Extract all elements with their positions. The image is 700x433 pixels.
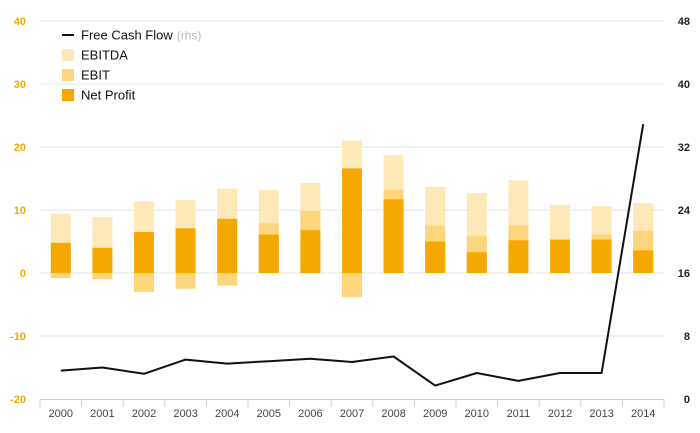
right-tick-label: 0 — [684, 394, 690, 406]
legend-label-net-profit: Net Profit — [81, 88, 136, 103]
right-tick-label: 24 — [678, 205, 691, 217]
left-tick-label: -20 — [10, 394, 26, 406]
legend-label-ebitda: EBITDA — [81, 48, 128, 63]
net-profit-bar — [300, 230, 321, 273]
legend-swatch-ebit — [62, 69, 74, 81]
net-profit-bar — [342, 168, 362, 273]
ebit-bar — [175, 273, 196, 289]
x-tick-label: 2000 — [49, 408, 73, 420]
right-tick-label: 8 — [684, 331, 690, 343]
x-tick-label: 2001 — [90, 408, 114, 420]
right-tick-label: 16 — [678, 268, 690, 280]
right-tick-label: 40 — [678, 79, 690, 91]
x-tick-label: 2014 — [631, 408, 655, 420]
net-profit-bar — [508, 240, 529, 273]
net-profit-bar — [258, 234, 279, 273]
net-profit-bar — [550, 239, 570, 273]
x-tick-label: 2002 — [132, 408, 156, 420]
x-tick-label: 2012 — [548, 408, 572, 420]
left-tick-label: 30 — [14, 79, 26, 91]
ebit-bar — [217, 273, 238, 286]
net-profit-bar — [633, 250, 654, 273]
legend-label-suffix: (rhs) — [177, 29, 202, 43]
right-axis: 0 8 16 24 32 40 48 — [678, 16, 691, 406]
net-profit-bar — [175, 228, 196, 273]
x-tick-label: 2010 — [465, 408, 489, 420]
net-profit-bar — [217, 218, 238, 273]
left-tick-label: 20 — [14, 142, 26, 154]
net-profit-bar — [50, 242, 71, 273]
legend-swatch-ebitda — [62, 49, 74, 61]
x-tick-label: 2007 — [340, 408, 364, 420]
net-profit-bar — [134, 232, 154, 273]
x-tick-label: 2004 — [215, 408, 239, 420]
ebit-bar — [342, 273, 362, 297]
x-tick-label: 2005 — [257, 408, 281, 420]
x-axis: 2000 2001 2002 2003 2004 2005 2006 2007 2008 2009… — [39, 399, 665, 420]
net-profit-bar — [92, 247, 113, 273]
left-tick-label: 10 — [14, 205, 26, 217]
bars — [50, 140, 654, 297]
left-tick-label: 0 — [20, 268, 26, 280]
net-profit-bar — [466, 252, 487, 273]
x-tick-label: 2011 — [507, 408, 531, 420]
x-tick-label: 2008 — [381, 408, 405, 420]
x-tick-label: 2013 — [589, 408, 613, 420]
left-axis: -20 -10 0 10 20 30 40 — [10, 16, 26, 406]
net-profit-bar — [383, 199, 404, 273]
free-cash-flow-line — [60, 124, 645, 387]
left-tick-label: 40 — [14, 16, 26, 28]
net-profit-bar — [425, 241, 446, 273]
left-tick-label: -10 — [10, 331, 26, 343]
free-cash-flow-line-layer — [60, 124, 645, 387]
legend-label-ebit: EBIT — [81, 68, 110, 83]
legend-swatch-net-profit — [62, 89, 74, 101]
ebit-bar — [92, 273, 113, 280]
legend-label-free-cash-flow: Free Cash Flow (rhs) — [81, 28, 201, 43]
x-tick-label: 2009 — [423, 408, 447, 420]
ebit-bar — [50, 273, 71, 279]
x-tick-label: 2003 — [173, 408, 197, 420]
legend: Free Cash Flow (rhs) EBITDA EBIT Net Profit — [62, 28, 201, 103]
x-tick-label: 2006 — [298, 408, 322, 420]
right-tick-label: 32 — [678, 142, 690, 154]
net-profit-bar — [591, 239, 612, 273]
right-tick-label: 48 — [678, 16, 690, 28]
ebit-bar — [134, 273, 154, 292]
